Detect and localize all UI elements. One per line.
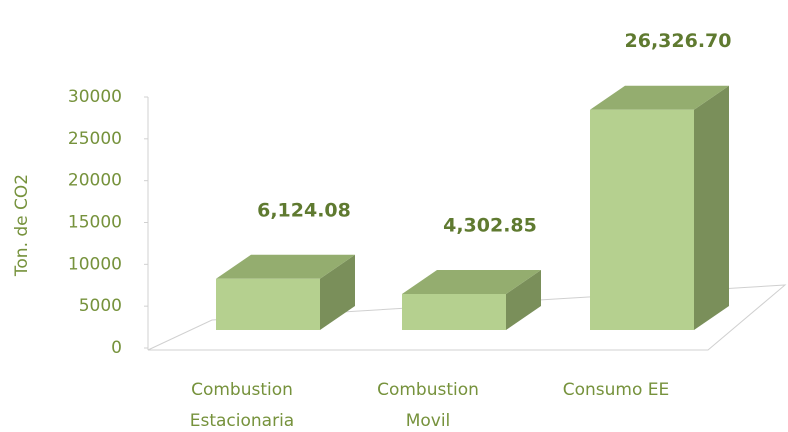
y-tick-label: 15000 [68,213,122,233]
value-label: 6,124.08 [257,199,351,221]
bar-side [694,85,729,330]
bar-top [216,254,355,279]
y-axis-label: Ton. de CO2 [12,174,32,277]
bar [216,254,355,330]
bar-side [506,269,541,330]
x-tick-label: Combustion Estacionaria [190,380,294,431]
bar-top [402,269,541,294]
value-label: 26,326.70 [625,30,732,52]
value-label: 4,302.85 [443,214,537,236]
bar-front [402,293,506,330]
x-tick-label: Consumo EE [563,380,670,400]
y-tick-label: 5000 [79,296,122,316]
y-tick-label: 0 [111,338,122,358]
y-tick-label: 25000 [68,129,122,149]
bar-side [320,254,355,330]
bar [402,269,541,330]
bar-top [590,85,729,110]
x-tick-label: Combustion Movil [377,380,479,431]
y-tick-label: 10000 [68,254,122,274]
y-tick-label: 30000 [68,87,122,107]
y-tick-label: 20000 [68,171,122,191]
bar-front [216,278,320,330]
bar [590,85,729,330]
bar-front [590,109,694,330]
